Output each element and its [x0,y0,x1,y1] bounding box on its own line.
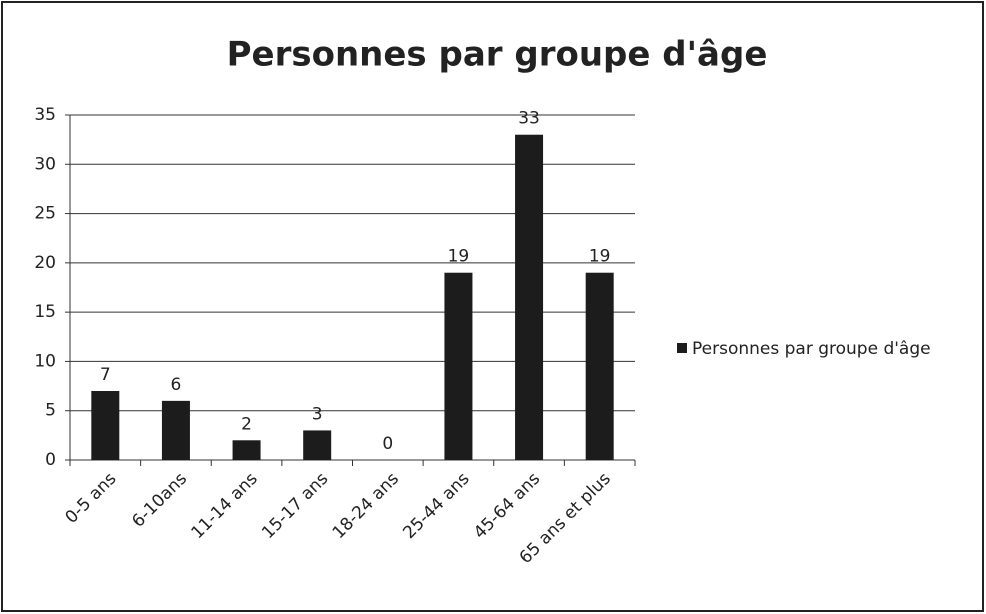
bar [232,440,261,460]
legend-label: Personnes par groupe d'âge [692,339,931,359]
bar [515,134,544,460]
y-tick-label: 35 [34,105,56,125]
bar [91,391,120,460]
bar [303,430,332,460]
bar [161,400,190,460]
y-tick-label: 5 [45,401,56,421]
data-label: 19 [448,247,470,267]
y-tick-label: 30 [34,154,56,174]
y-tick-label: 10 [34,351,56,371]
y-tick-label: 0 [45,450,56,470]
data-label: 3 [312,404,323,424]
data-label: 7 [100,365,111,385]
data-label: 0 [382,434,393,454]
data-label: 33 [518,109,540,129]
y-tick-label: 20 [34,253,56,273]
y-tick-label: 25 [34,204,56,224]
bar [585,272,614,460]
chart-title: Personnes par groupe d'âge [227,35,768,75]
data-label: 6 [171,375,182,395]
legend-swatch [677,343,687,353]
data-label: 2 [241,414,252,434]
y-tick-label: 15 [34,302,56,322]
data-label: 19 [589,247,611,267]
bar [444,272,473,460]
